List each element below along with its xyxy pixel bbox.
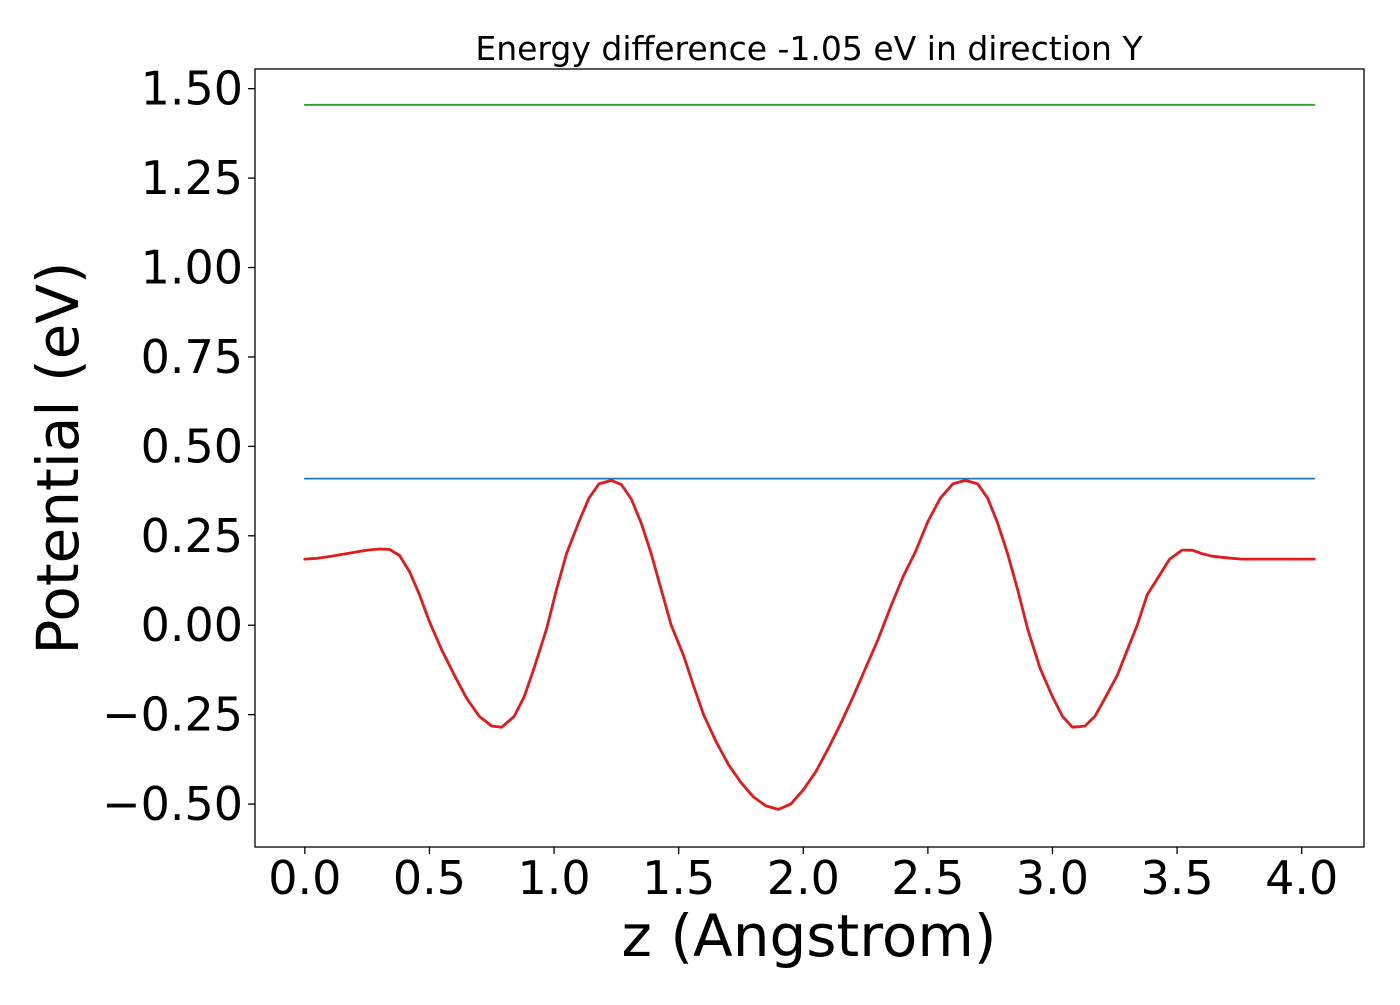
y-tick-label: 0.50 <box>141 419 243 473</box>
x-tick-label: 0.5 <box>393 851 466 905</box>
x-tick-label: 3.5 <box>1141 851 1214 905</box>
y-tick-label: 1.50 <box>141 62 243 116</box>
x-tick-label: 4.0 <box>1265 851 1338 905</box>
y-axis-label: Potential (eV) <box>24 261 92 654</box>
x-axis-ticks: 0.0 0.5 1.0 1.5 2.0 2.5 3.0 3.5 4.0 <box>268 847 1338 905</box>
plot-frame <box>254 68 1365 848</box>
chart-title: Energy difference -1.05 eV in direction … <box>475 29 1143 68</box>
x-tick-label: 0.0 <box>268 851 341 905</box>
y-tick-label: −0.50 <box>102 777 243 831</box>
y-tick-label: −0.25 <box>102 688 243 742</box>
x-tick-label: 1.5 <box>642 851 715 905</box>
x-tick-label: 2.5 <box>891 851 964 905</box>
x-tick-label: 1.0 <box>517 851 590 905</box>
y-tick-label: 0.25 <box>141 509 243 563</box>
plot-lines <box>303 103 1316 811</box>
x-axis-label: z (Angstrom) <box>622 902 997 970</box>
y-axis-ticks: 1.50 1.25 1.00 0.75 0.50 0.25 0.00 −0.25 −0.50 <box>102 62 255 831</box>
series-line-3 <box>303 478 1316 811</box>
y-tick-label: 1.00 <box>141 241 243 295</box>
x-tick-label: 2.0 <box>767 851 840 905</box>
y-tick-label: 1.25 <box>141 151 243 205</box>
x-tick-label: 3.0 <box>1016 851 1089 905</box>
y-tick-label: 0.75 <box>141 330 243 384</box>
y-tick-label: 0.00 <box>141 598 243 652</box>
